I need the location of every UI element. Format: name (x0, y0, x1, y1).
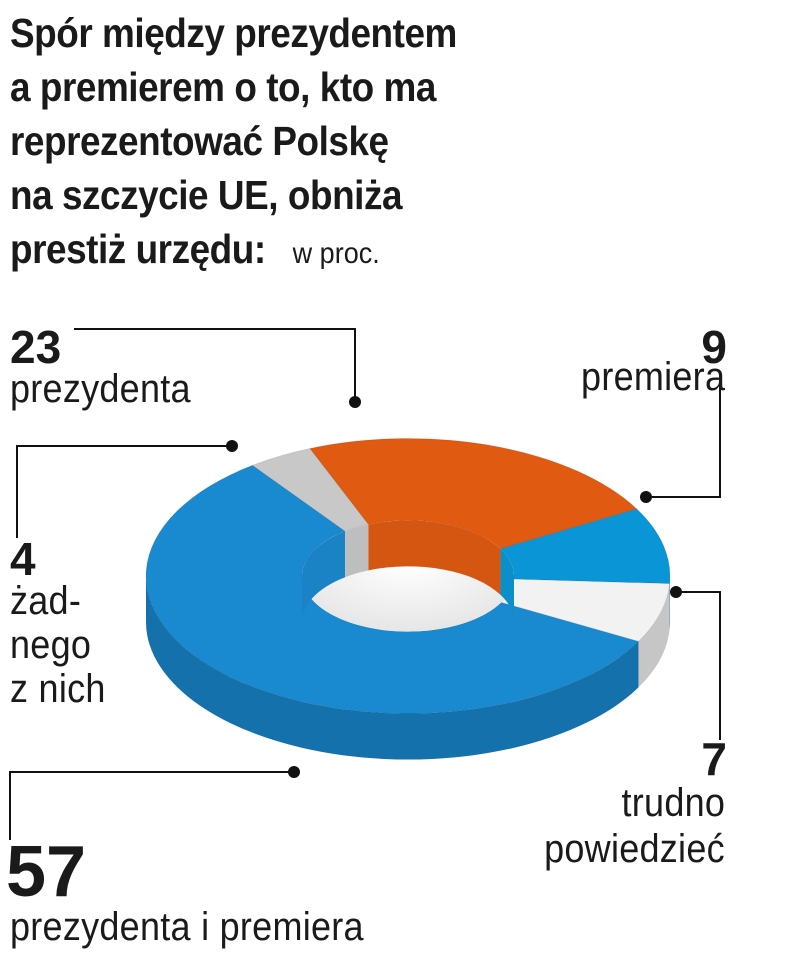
leader-oba-dot (288, 766, 300, 778)
donut-inner-wall (302, 520, 514, 632)
title-line: na szczycie UE, obniża (10, 172, 403, 218)
chart-title: Spór między prezydentem a premierem o to… (10, 6, 550, 281)
label-prezydenta: prezydenta (10, 367, 191, 411)
donut-side-wall (146, 576, 670, 760)
leader-trudno-dot (670, 586, 682, 598)
title-line: a premierem o to, kto ma (10, 64, 436, 110)
leader-premiera-dot (640, 491, 652, 503)
label-trudno-1: trudno (621, 781, 725, 825)
leader-premiera (646, 380, 721, 498)
slice-zadnego-inner (345, 524, 369, 578)
donut-top-face (145, 437, 671, 715)
label-zadnego-3: z nich (10, 667, 106, 711)
leader-oba (9, 771, 294, 840)
title-line: reprezentować Polskę (10, 118, 389, 164)
leader-zadnego (16, 445, 232, 538)
value-oba: 57 (6, 832, 87, 912)
slice-prezydenta-inner (368, 520, 501, 595)
label-premiera: premiera (580, 355, 725, 399)
leader-lines (9, 328, 721, 840)
title-line-last: prestiż urzędu: (10, 226, 266, 272)
slice-oba-inner (302, 531, 346, 622)
label-oba: prezydenta i premiera (10, 905, 364, 949)
title-line: Spór między prezydentem (10, 10, 457, 56)
leader-trudno (676, 591, 721, 740)
leader-prezydenta (74, 328, 356, 402)
value-zadnego: 4 (10, 533, 36, 585)
leader-prezydenta-dot (349, 396, 361, 408)
leader-zadnego-dot (226, 440, 238, 452)
slice-trudno-side (638, 583, 670, 688)
value-trudno: 7 (701, 733, 727, 785)
label-zadnego-1: żad- (10, 579, 82, 623)
label-trudno-2: powiedzieć (544, 827, 725, 871)
label-zadnego-2: nego (10, 623, 92, 667)
unit-label: w proc. (292, 237, 380, 270)
value-premiera: 9 (701, 321, 727, 373)
value-prezydenta: 23 (10, 321, 62, 373)
title-line: prestiż urzędu: w proc. (10, 222, 550, 281)
slice-premiera-inner (500, 548, 514, 622)
slice-oba-side (146, 576, 639, 760)
